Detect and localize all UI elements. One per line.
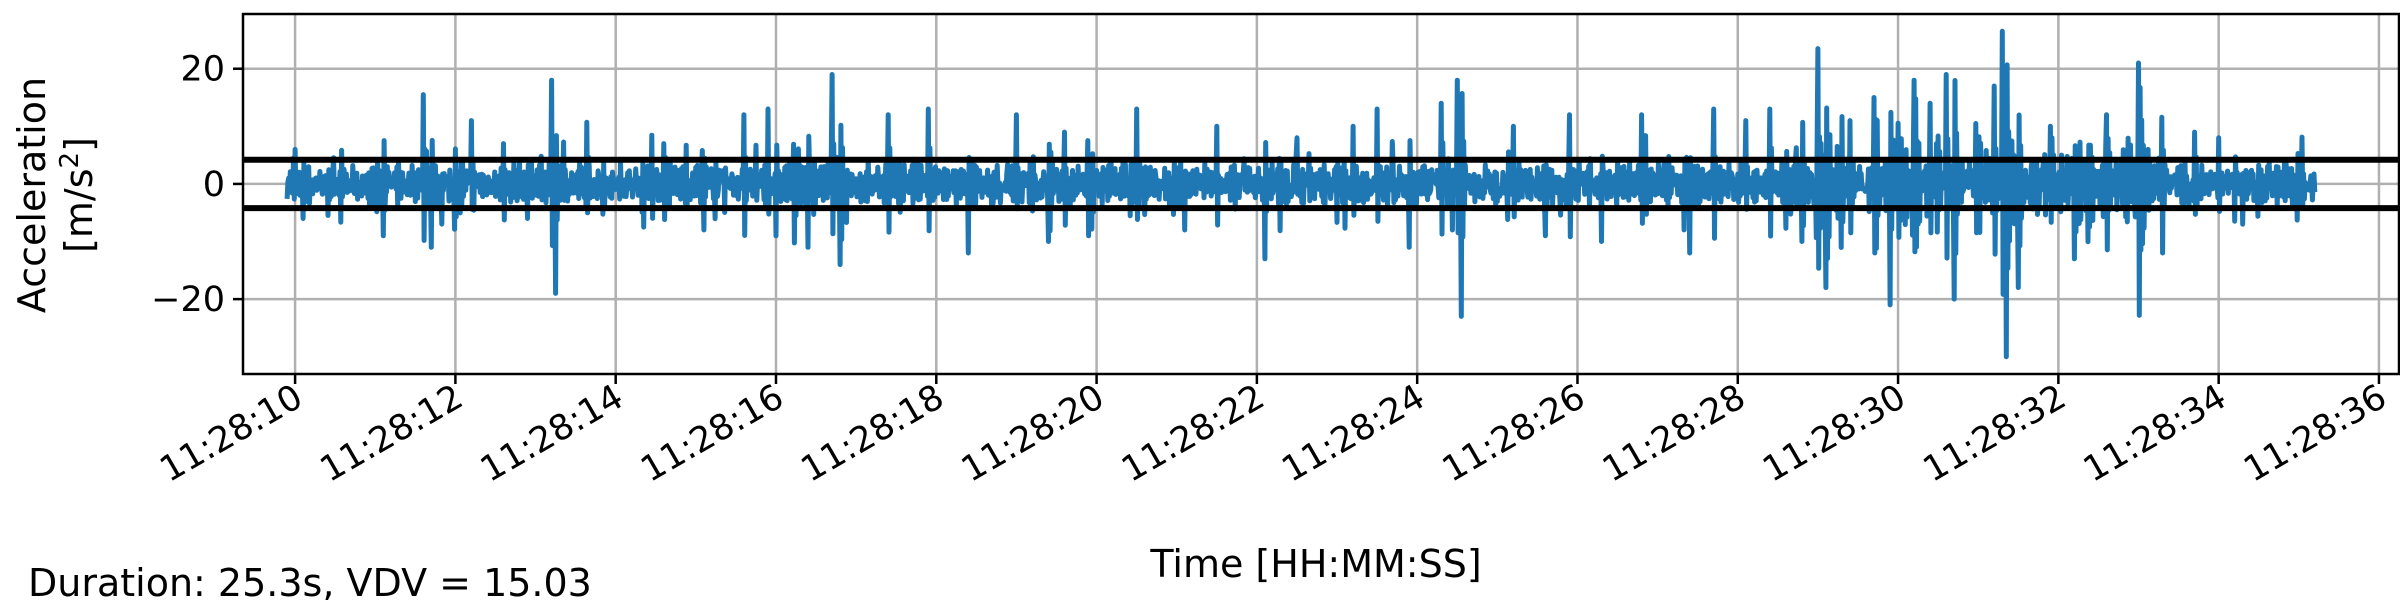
y-axis-unit-close: ]: [57, 137, 101, 152]
plot-frame: [241, 12, 2400, 376]
y-axis-label-units: [m/s2]: [55, 137, 101, 253]
threshold-lines: [243, 156, 2399, 212]
y-tick-label: 0: [203, 165, 225, 205]
y-axis-unit-open: [m/s: [57, 168, 101, 252]
y-tick-label: −20: [151, 280, 225, 320]
y-tick-label: 20: [180, 50, 225, 90]
y-axis-label-line1: Acceleration: [10, 77, 54, 313]
y-axis-ticks: 20 0 −20: [151, 50, 243, 320]
y-axis-unit-sup: 2: [55, 152, 85, 169]
y-axis-label: Acceleration: [10, 77, 54, 313]
x-axis-label: Time [HH:MM:SS]: [1149, 542, 1481, 586]
acceleration-series-line: [284, 28, 2318, 360]
duration-vdv-note: Duration: 25.3s, VDV = 15.03: [28, 561, 592, 600]
